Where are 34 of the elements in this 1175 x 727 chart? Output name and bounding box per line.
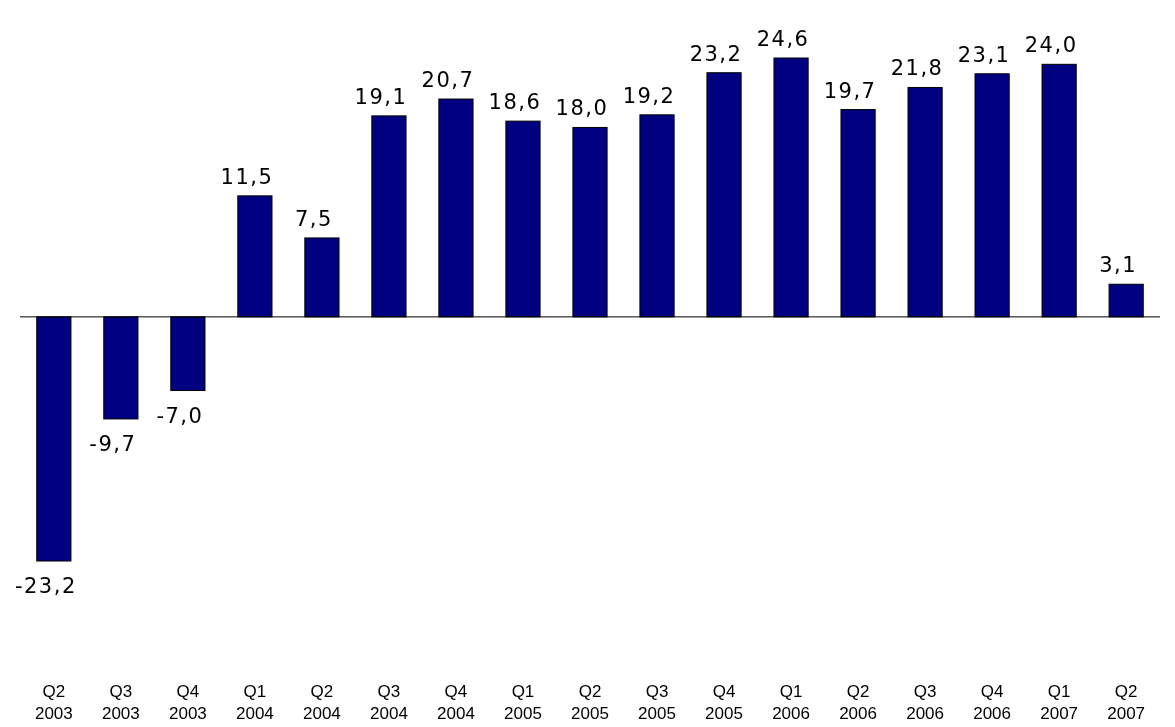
x-tick-label: Q3 2006: [906, 682, 945, 723]
data-label: -7,0: [156, 403, 204, 428]
x-tick-label: Q4 2006: [973, 682, 1012, 723]
x-tick-label: Q4 2003: [168, 682, 207, 723]
data-label: -9,7: [89, 431, 137, 456]
data-label: 24,0: [1024, 33, 1078, 58]
data-label: 23,2: [689, 41, 743, 66]
data-label: 23,1: [957, 42, 1011, 67]
data-label: 3,1: [1099, 253, 1138, 278]
data-label: 20,7: [421, 68, 475, 93]
x-tick-label: Q1 2007: [1040, 682, 1079, 723]
data-label: 11,5: [220, 164, 274, 189]
x-tick-label: Q2 2005: [571, 682, 609, 723]
x-tick-label: Q3 2003: [101, 682, 140, 723]
x-tick-label: Q3 2005: [638, 682, 676, 723]
x-tick-label: Q1 2006: [772, 682, 810, 723]
data-label: -23,2: [14, 574, 77, 598]
data-label: 18,6: [488, 90, 542, 115]
x-tick-label: Q3 2004: [370, 682, 408, 723]
x-tick-label: Q1 2005: [504, 682, 542, 723]
x-tick-label: Q4 2004: [437, 682, 475, 723]
x-tick-label: Q2 2007: [1107, 682, 1146, 723]
x-tick-label: Q2 2003: [34, 682, 73, 723]
data-label: 7,5: [294, 206, 333, 231]
data-label: 21,8: [890, 56, 944, 81]
data-label: 19,2: [622, 83, 676, 108]
x-tick-label: Q2 2004: [303, 682, 341, 723]
data-label: 24,6: [756, 27, 810, 51]
x-tick-label: Q2 2006: [839, 682, 877, 723]
data-label: 18,0: [555, 96, 609, 121]
x-tick-label: Q1 2004: [235, 682, 274, 723]
data-label: 19,1: [354, 84, 408, 109]
x-tick-label: Q4 2005: [705, 682, 743, 723]
data-label: 19,7: [823, 78, 877, 103]
